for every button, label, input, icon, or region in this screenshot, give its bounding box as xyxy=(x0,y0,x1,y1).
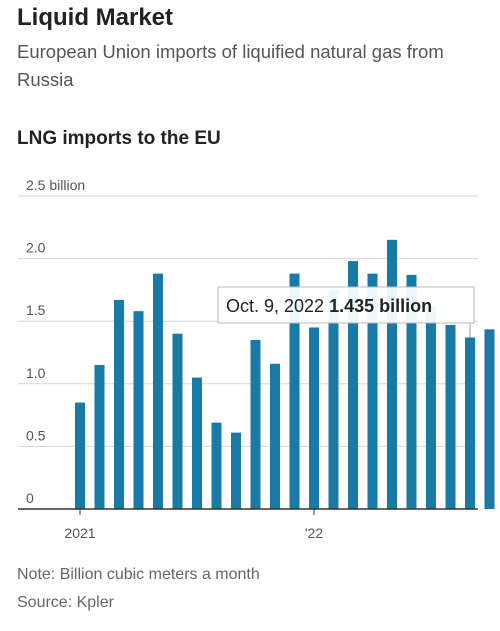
tooltip-date: Oct. 9, 2022 xyxy=(226,296,329,316)
y-tick-label: 0.5 xyxy=(26,427,46,443)
bar xyxy=(309,327,319,509)
chart-subtitle: European Union imports of liquified natu… xyxy=(17,41,444,90)
bar xyxy=(367,273,378,509)
bar xyxy=(426,306,436,509)
footnote: Note: Billion cubic meters a month xyxy=(17,566,260,583)
x-tick-label: '22 xyxy=(305,525,323,541)
y-tick-label: 2.0 xyxy=(26,240,46,256)
bar xyxy=(133,311,144,509)
bar xyxy=(211,422,222,509)
tooltip-text: Oct. 9, 2022 1.435 billion xyxy=(226,296,432,316)
y-tick-label: 1.0 xyxy=(26,365,46,381)
chart-heading: LNG imports to the EU xyxy=(17,128,221,149)
bar xyxy=(75,402,85,509)
bar xyxy=(114,299,124,509)
bar xyxy=(465,337,475,509)
bar xyxy=(387,239,397,509)
source-note: Source: Kpler xyxy=(17,594,114,611)
bar xyxy=(250,339,261,509)
bar xyxy=(445,324,456,509)
bar xyxy=(192,377,202,509)
tooltip-box xyxy=(217,286,475,324)
bar xyxy=(484,329,495,509)
bar xyxy=(172,333,183,509)
bar xyxy=(328,289,339,509)
chart-title: Liquid Market xyxy=(17,4,174,31)
bar xyxy=(231,432,241,509)
bar xyxy=(153,273,163,509)
x-tick-label: 2021 xyxy=(64,525,95,541)
bar xyxy=(270,363,280,509)
y-tick-label: 1.5 xyxy=(26,302,46,318)
bar-chart: 0 0.5 1.0 1.5 2.0 2.5 billion 2021 '22 Oct. 9, 2… xyxy=(18,177,495,541)
bar xyxy=(406,274,417,509)
y-tick-label: 2.5 billion xyxy=(26,177,85,193)
bar xyxy=(289,273,300,509)
bar xyxy=(94,365,105,509)
tooltip-value: 1.435 billion xyxy=(329,296,432,316)
bar xyxy=(348,261,358,509)
y-tick-label: 0 xyxy=(26,490,34,506)
